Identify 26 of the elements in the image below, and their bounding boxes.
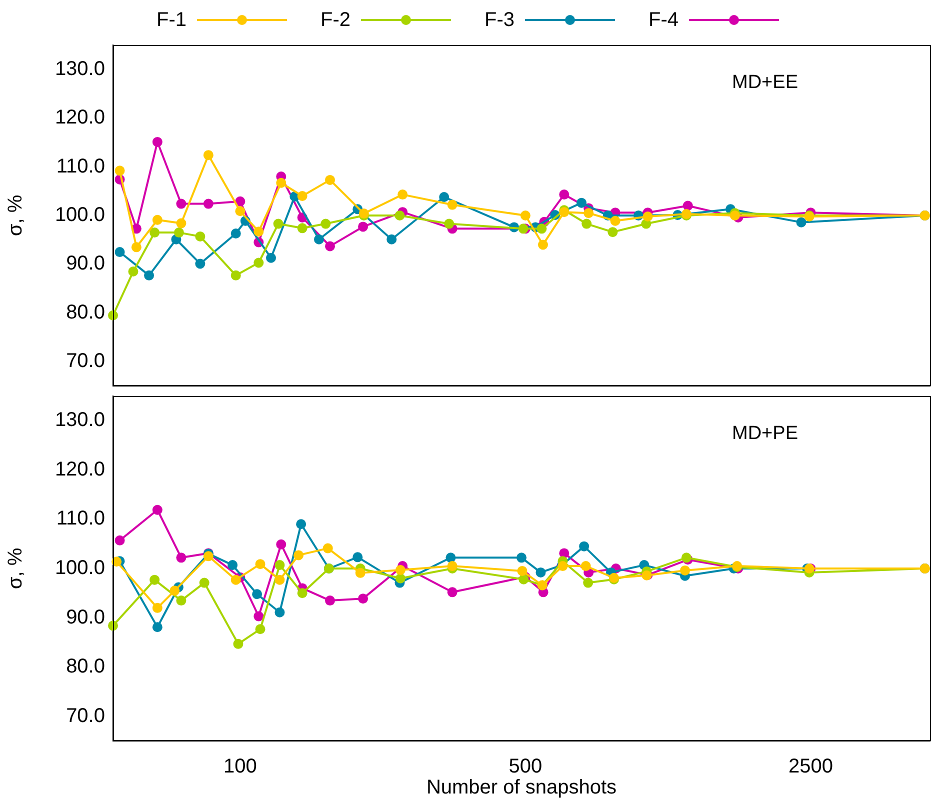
y-tick-label: 70.0	[66, 704, 105, 727]
y-tick-label: 80.0	[66, 301, 105, 324]
y-tick-label: 110.0	[56, 508, 105, 530]
legend-label: F-4	[648, 8, 678, 32]
x-tick-label: 2500	[788, 756, 833, 778]
y-tick-label: 100.0	[54, 557, 105, 580]
y-axis-title: σ, %	[4, 194, 27, 236]
y-tick-label: 130.0	[54, 58, 105, 80]
legend-label: F-3	[484, 8, 514, 32]
x-axis-title: Number of snapshots	[426, 776, 617, 799]
legend-label: F-2	[320, 8, 350, 32]
annotation: MD+EE	[732, 72, 798, 94]
y-tick-label: 120.0	[54, 106, 105, 129]
y-tick-label: 70.0	[66, 350, 105, 372]
y-tick-label: 80.0	[66, 656, 105, 678]
y-tick-label: 130.0	[54, 409, 105, 432]
legend-label: F-1	[156, 8, 186, 32]
x-tick-label: 100	[223, 756, 257, 778]
y-tick-label: 100.0	[54, 204, 105, 226]
y-tick-label: 90.0	[66, 606, 105, 628]
y-tick-label: 110.0	[56, 155, 105, 178]
y-tick-label: 90.0	[66, 252, 105, 275]
y-axis-title: σ, %	[4, 548, 27, 590]
y-tick-label: 120.0	[54, 458, 105, 480]
x-tick-label: 500	[508, 756, 542, 778]
annotation: MD+PE	[732, 423, 798, 444]
